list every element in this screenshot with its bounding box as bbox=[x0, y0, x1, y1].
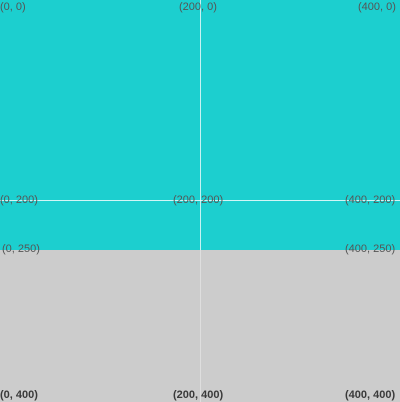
vertical-guide-line-top bbox=[200, 0, 201, 250]
vertical-guide-line-bottom bbox=[200, 250, 201, 402]
coord-label-mid-right: (400, 200) bbox=[345, 194, 395, 207]
coord-label-bottom-left: (0, 400) bbox=[0, 389, 38, 402]
coord-label-mid-center: (200, 200) bbox=[173, 194, 223, 207]
coord-label-split-right: (400, 250) bbox=[345, 243, 395, 256]
coord-label-bottom-right: (400, 400) bbox=[345, 389, 395, 402]
coord-label-top-center: (200, 0) bbox=[179, 1, 217, 14]
coord-label-split-left: (0, 250) bbox=[2, 243, 40, 256]
coord-label-top-right: (400, 0) bbox=[358, 1, 396, 14]
coord-label-mid-left: (0, 200) bbox=[0, 194, 38, 207]
coord-label-top-left: (0, 0) bbox=[0, 1, 26, 14]
coord-label-bottom-center: (200, 400) bbox=[173, 389, 223, 402]
